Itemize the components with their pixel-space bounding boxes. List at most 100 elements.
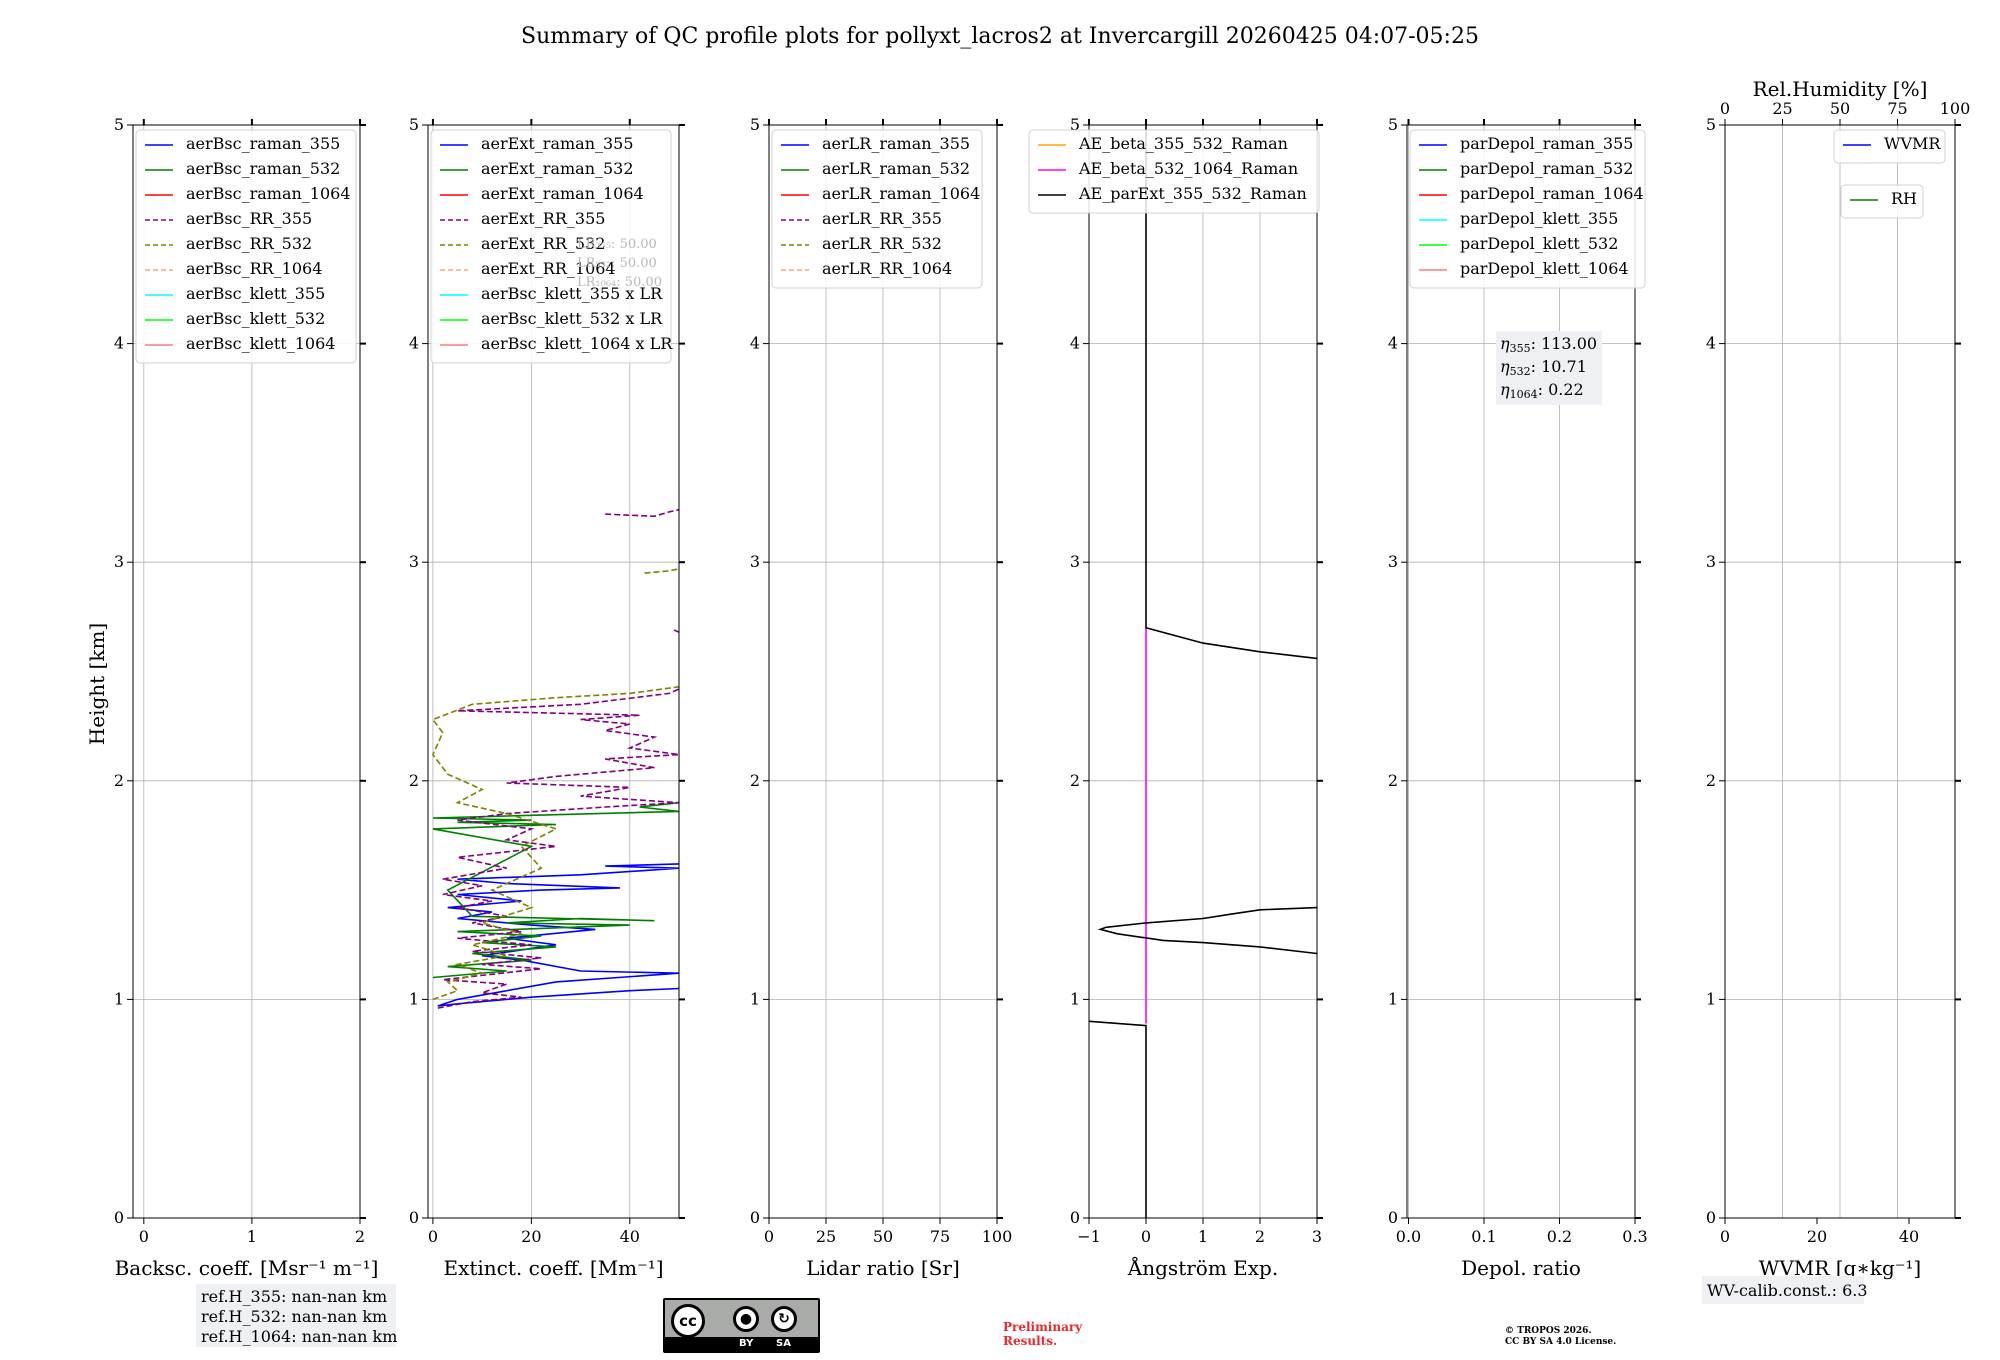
series-aerExt_RR_355 bbox=[437, 688, 679, 1009]
legend-label-aerBsc_raman_532: aerBsc_raman_532 bbox=[186, 159, 340, 178]
series-AE_parExt_355_532_Raman_mid bbox=[1097, 906, 1317, 955]
legend-frame bbox=[1409, 129, 1646, 289]
y-tick-label: 4 bbox=[1070, 334, 1080, 353]
x-tick-label: 0 bbox=[764, 1227, 774, 1246]
y-tick-label: 5 bbox=[1706, 115, 1716, 134]
x-tick-label: 75 bbox=[930, 1227, 950, 1246]
x-tick-label: 0 bbox=[139, 1227, 149, 1246]
figure-title: Summary of QC profile plots for pollyxt_… bbox=[521, 24, 1479, 49]
y-tick-label: 0 bbox=[1706, 1208, 1716, 1227]
y-tick-label: 0 bbox=[750, 1208, 760, 1227]
legend-label-aerBsc_klett_1064 x LR: aerBsc_klett_1064 x LR bbox=[481, 334, 673, 353]
x-tick-label: −1 bbox=[1077, 1227, 1101, 1246]
y-tick-label: 2 bbox=[114, 771, 124, 790]
annotation-bg bbox=[1496, 331, 1602, 405]
x-tick-label: 1 bbox=[1198, 1227, 1208, 1246]
eta-subscript: 355 bbox=[1510, 342, 1531, 355]
y-tick-label: 3 bbox=[114, 552, 124, 571]
eta-value: : 10.71 bbox=[1531, 357, 1587, 376]
series-aerExt_RR_355_upper bbox=[605, 508, 679, 518]
top-x-tick-label: 100 bbox=[1940, 99, 1971, 118]
lidar-ratio-note: LR₃₅₅: 50.00 LR₅₃₂: 50.00 LR₁₀₆₄: 50.00 bbox=[577, 237, 662, 290]
x-tick-label: 100 bbox=[982, 1227, 1013, 1246]
reference-height-line: ref.H_355: nan-nan km bbox=[201, 1287, 387, 1306]
legend-frame bbox=[1833, 129, 1946, 164]
x-axis-label: Lidar ratio [Sr] bbox=[806, 1256, 960, 1280]
y-tick-label: 1 bbox=[114, 989, 124, 1008]
x-tick-label: 0 bbox=[1720, 1227, 1730, 1246]
cc-by-person-icon: ● bbox=[733, 1306, 759, 1332]
axes-frame bbox=[1406, 124, 1636, 1219]
legend-label-parDepol_klett_1064: parDepol_klett_1064 bbox=[1460, 259, 1629, 278]
lidar-ratio-line: LR₅₃₂: 50.00 bbox=[577, 256, 657, 271]
series-group bbox=[431, 508, 679, 1009]
x-tick-label: 3 bbox=[1312, 1227, 1322, 1246]
y-tick-label: 4 bbox=[1706, 334, 1716, 353]
y-tick-label: 5 bbox=[114, 115, 124, 134]
y-tick-label: 5 bbox=[1070, 115, 1080, 134]
eta-subscript: 532 bbox=[1510, 365, 1531, 378]
legend: AE_beta_355_532_Raman AE_beta_532_1064_Ra… bbox=[1028, 129, 1320, 214]
legend-frame bbox=[135, 129, 357, 364]
preliminary-results-note: Preliminary Results. bbox=[1003, 1320, 1083, 1348]
x-axis-label: Backsc. coeff. [Msr⁻¹ m⁻¹] bbox=[115, 1256, 379, 1280]
legend-label-aerLR_raman_355: aerLR_raman_355 bbox=[822, 134, 970, 153]
legend: WVMR bbox=[1833, 129, 1946, 164]
eta-symbol: η bbox=[1500, 357, 1510, 376]
legend-frame bbox=[1840, 184, 1924, 219]
y-tick-label: 1 bbox=[1388, 989, 1398, 1008]
y-tick-label: 4 bbox=[114, 334, 124, 353]
legend-label-aerBsc_klett_532 x LR: aerBsc_klett_532 x LR bbox=[481, 309, 663, 328]
y-tick-label: 2 bbox=[1706, 771, 1716, 790]
legend-frame bbox=[1028, 129, 1320, 214]
eta-subscript: 1064 bbox=[1510, 388, 1538, 401]
legend-label-aerExt_RR_355: aerExt_RR_355 bbox=[481, 209, 605, 228]
reference-height-line: ref.H_532: nan-nan km bbox=[201, 1307, 387, 1326]
legend-label-aerExt_RR_1064: aerExt_RR_1064 bbox=[481, 259, 616, 278]
legend: aerBsc_raman_355 aerBsc_raman_532 aerBsc_r… bbox=[135, 129, 357, 364]
panel-ext: 0 1 2 3 4 5 0 20 40 Extinct. coeff. [Mm⁻¹] aerExt_… bbox=[409, 115, 685, 1280]
cc-by-label: BY bbox=[739, 1338, 754, 1349]
top-x-tick-label: 75 bbox=[1887, 99, 1907, 118]
y-tick-label: 3 bbox=[409, 552, 419, 571]
legend-label-RH: RH bbox=[1891, 189, 1917, 208]
x-tick-label: 25 bbox=[816, 1227, 836, 1246]
y-tick-label: 3 bbox=[1706, 552, 1716, 571]
top-x-tick-label: 0 bbox=[1720, 99, 1730, 118]
eta-symbol: η bbox=[1500, 380, 1510, 399]
reference-height-line: ref.H_1064: nan-nan km bbox=[201, 1327, 397, 1346]
y-tick-label: 2 bbox=[1070, 771, 1080, 790]
panel-depol: 0 1 2 3 4 5 0.0 0.1 0.2 0.3 Depol. ratio parDepol_r… bbox=[1388, 115, 1648, 1280]
y-tick-label: 2 bbox=[1388, 771, 1398, 790]
legend-frame bbox=[771, 129, 983, 289]
y-tick-label: 5 bbox=[1388, 115, 1398, 134]
wv-calib-box: WV-calib.const.: 6.3 bbox=[1702, 1276, 1868, 1304]
y-tick-label: 3 bbox=[1388, 552, 1398, 571]
panel-bsc: 0 1 2 3 4 5 0 1 2 Backsc. coeff. [Msr⁻¹ m⁻¹] aerBs… bbox=[114, 115, 397, 1347]
x-tick-label: 0.1 bbox=[1471, 1227, 1496, 1246]
y-tick-label: 0 bbox=[409, 1208, 419, 1227]
legend-label-aerLR_RR_1064: aerLR_RR_1064 bbox=[822, 259, 952, 278]
legend-label-aerBsc_klett_355: aerBsc_klett_355 bbox=[186, 284, 325, 303]
legend-label-parDepol_klett_355: parDepol_klett_355 bbox=[1460, 209, 1618, 228]
legend-label-parDepol_klett_532: parDepol_klett_532 bbox=[1460, 234, 1618, 253]
legend: aerExt_raman_355 aerExt_raman_532 aerExt_r… bbox=[430, 129, 673, 364]
legend-label-aerLR_raman_1064: aerLR_raman_1064 bbox=[822, 184, 980, 203]
cc-sa-arrow-icon: ↻ bbox=[771, 1306, 797, 1332]
eta-line: η355: 113.00 bbox=[1500, 334, 1597, 355]
x-tick-label: 0.2 bbox=[1547, 1227, 1572, 1246]
y-axis-label: Height [km] bbox=[85, 623, 109, 745]
legend-label-parDepol_raman_1064: parDepol_raman_1064 bbox=[1460, 184, 1644, 203]
y-tick-label: 1 bbox=[1070, 989, 1080, 1008]
x-axis-label: Ångström Exp. bbox=[1127, 1255, 1278, 1280]
y-tick-label: 1 bbox=[750, 989, 760, 1008]
legend-label-aerBsc_RR_355: aerBsc_RR_355 bbox=[186, 209, 312, 228]
legend-label-aerLR_RR_532: aerLR_RR_532 bbox=[822, 234, 942, 253]
x-tick-label: 2 bbox=[1255, 1227, 1265, 1246]
cc-badge-strip bbox=[665, 1337, 818, 1351]
x-tick-label: 0 bbox=[1141, 1227, 1151, 1246]
series-group bbox=[1089, 125, 1317, 1218]
legend: aerLR_raman_355 aerLR_raman_532 aerLR_rama… bbox=[771, 129, 983, 289]
legend-label-aerLR_RR_355: aerLR_RR_355 bbox=[822, 209, 942, 228]
